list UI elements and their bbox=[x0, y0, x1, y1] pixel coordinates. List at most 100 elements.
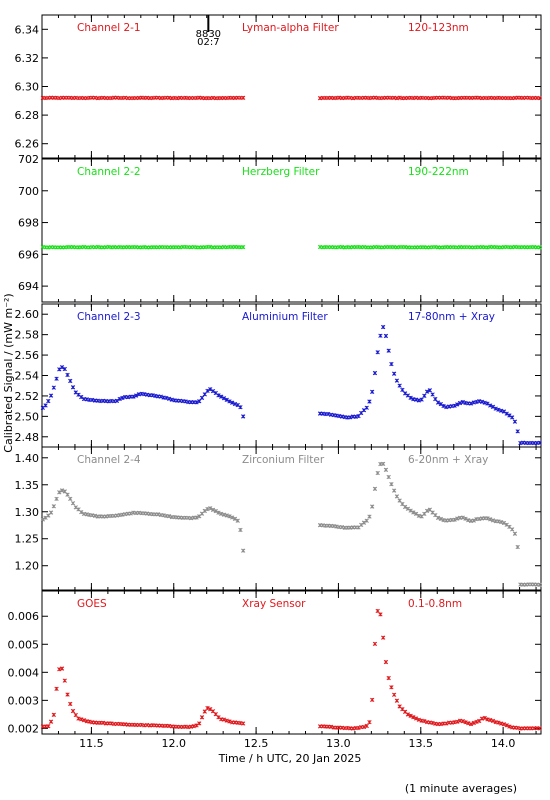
data-point bbox=[411, 715, 416, 720]
event-marker-label-1: 8830 bbox=[196, 29, 221, 40]
data-point bbox=[46, 724, 51, 729]
data-point bbox=[392, 488, 397, 493]
band-label: 6-20nm + Xray bbox=[408, 454, 488, 466]
data-point bbox=[479, 399, 485, 404]
channel-label: Channel 2-2 bbox=[77, 166, 141, 178]
data-point bbox=[51, 504, 56, 509]
data-point bbox=[364, 405, 369, 410]
data-point bbox=[372, 486, 378, 491]
data-point bbox=[199, 715, 205, 720]
data-point bbox=[194, 400, 199, 405]
data-point bbox=[224, 513, 229, 518]
data-point bbox=[51, 385, 56, 390]
data-point bbox=[378, 333, 383, 338]
data-point bbox=[389, 482, 394, 487]
data-point bbox=[504, 411, 509, 416]
data-point bbox=[510, 415, 515, 420]
data-point bbox=[537, 95, 542, 101]
data-point bbox=[441, 403, 446, 409]
series-points bbox=[40, 324, 542, 446]
data-point bbox=[452, 517, 457, 522]
data-point bbox=[383, 333, 389, 339]
data-point bbox=[386, 348, 391, 353]
data-point bbox=[408, 395, 413, 400]
data-point bbox=[364, 723, 369, 729]
data-point bbox=[117, 396, 122, 402]
data-point bbox=[389, 361, 394, 367]
data-point bbox=[394, 698, 400, 703]
x-tick-label: 11.5 bbox=[79, 737, 104, 750]
data-point bbox=[238, 405, 243, 410]
data-point bbox=[54, 686, 59, 691]
data-point bbox=[221, 396, 227, 401]
data-point bbox=[48, 510, 54, 515]
data-point bbox=[493, 406, 498, 411]
data-point bbox=[40, 517, 45, 522]
data-point bbox=[232, 401, 238, 407]
data-point bbox=[216, 715, 221, 720]
data-point bbox=[375, 608, 380, 614]
y-tick-label: 2.50 bbox=[15, 410, 40, 423]
data-point bbox=[482, 400, 487, 405]
x-tick-label: 12.0 bbox=[161, 737, 186, 750]
y-tick-label: 2.56 bbox=[15, 349, 40, 362]
data-point bbox=[208, 506, 213, 511]
data-point bbox=[43, 403, 48, 408]
data-point bbox=[490, 404, 496, 409]
data-point bbox=[537, 440, 542, 445]
data-point bbox=[70, 708, 76, 714]
data-point bbox=[419, 397, 424, 402]
data-point bbox=[455, 402, 460, 407]
channel-label: Channel 2-3 bbox=[77, 311, 141, 323]
band-label: 120-123nm bbox=[408, 22, 469, 34]
data-point bbox=[392, 692, 397, 697]
y-tick-label: 702 bbox=[18, 153, 39, 166]
series-points bbox=[40, 95, 542, 101]
filter-label: Xray Sensor bbox=[242, 598, 306, 610]
data-point bbox=[504, 723, 509, 728]
data-point bbox=[468, 401, 474, 406]
data-point bbox=[482, 715, 487, 721]
data-point bbox=[370, 504, 375, 509]
x-tick-label: 13.0 bbox=[326, 737, 351, 750]
y-tick-label: 6.28 bbox=[15, 109, 40, 122]
data-point bbox=[202, 709, 207, 714]
data-point bbox=[422, 393, 427, 398]
channel-label: Channel 2-4 bbox=[77, 454, 141, 466]
data-point bbox=[59, 365, 65, 370]
data-point bbox=[235, 518, 240, 523]
data-point bbox=[48, 393, 54, 398]
y-tick-label: 0.004 bbox=[8, 666, 40, 679]
data-point bbox=[208, 387, 213, 392]
data-point bbox=[194, 723, 199, 728]
y-tick-label: 698 bbox=[18, 217, 39, 230]
y-tick-label: 1.35 bbox=[15, 479, 40, 492]
data-point bbox=[213, 508, 218, 514]
y-tick-label: 700 bbox=[18, 185, 39, 198]
data-point bbox=[73, 505, 78, 510]
data-point bbox=[413, 716, 419, 721]
data-point bbox=[488, 517, 493, 522]
data-point bbox=[460, 719, 465, 724]
x-tick-label: 12.5 bbox=[244, 737, 269, 750]
data-point bbox=[386, 474, 391, 480]
data-point bbox=[397, 498, 402, 503]
data-point bbox=[433, 396, 438, 402]
data-point bbox=[68, 496, 73, 502]
data-point bbox=[501, 520, 507, 526]
data-point bbox=[367, 399, 372, 404]
data-point bbox=[375, 470, 380, 476]
data-point bbox=[65, 692, 70, 697]
data-point bbox=[210, 388, 216, 394]
data-point bbox=[471, 720, 476, 726]
panel-5: 0.002 0.003 0.004 0.005 0.006 GOES Xray Sensor… bbox=[8, 590, 542, 735]
data-point bbox=[515, 544, 520, 550]
y-tick-label: 0.003 bbox=[8, 694, 40, 707]
filter-label: Zirconium Filter bbox=[242, 454, 325, 466]
filter-label: Lyman-alpha Filter bbox=[242, 22, 339, 34]
data-point bbox=[221, 717, 227, 722]
data-point bbox=[438, 516, 443, 522]
filter-label: Aluminium Filter bbox=[242, 311, 328, 323]
data-point bbox=[496, 720, 501, 725]
data-point bbox=[413, 511, 419, 516]
